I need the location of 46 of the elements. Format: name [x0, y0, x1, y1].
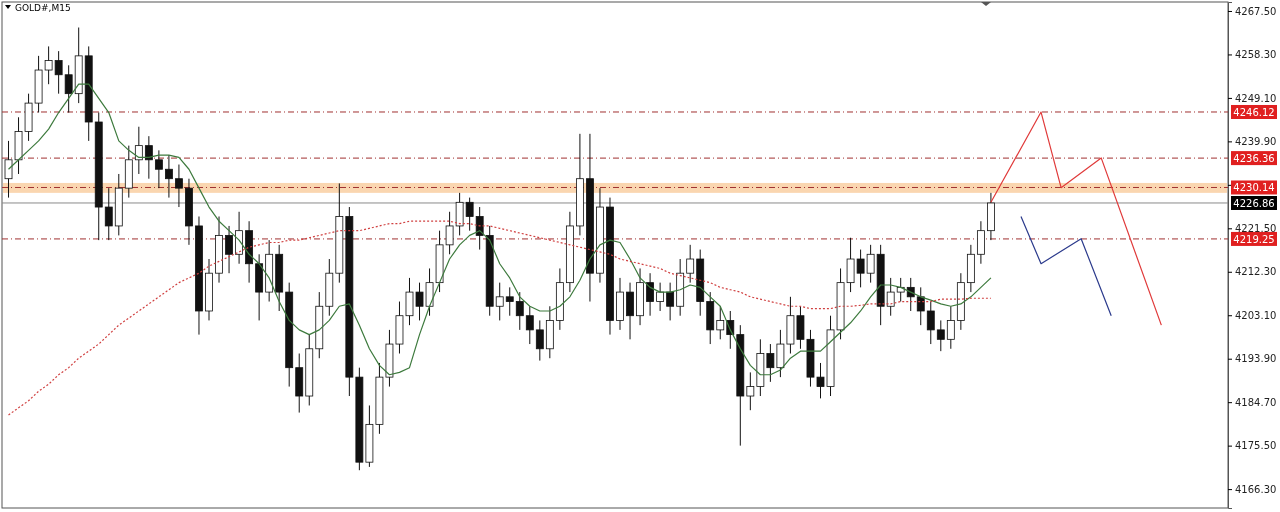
candlestick [976, 220, 985, 265]
candlestick [626, 282, 634, 340]
candlestick [134, 126, 143, 175]
candlestick [886, 277, 895, 317]
candlestick [235, 211, 243, 265]
candlestick [535, 319, 544, 362]
candlestick [475, 206, 484, 251]
candlestick [916, 286, 925, 326]
y-tick-label: 4221.50 [1235, 223, 1277, 235]
y-tick-label: 4258.30 [1235, 49, 1277, 61]
candlestick [716, 305, 725, 340]
y-tick-label: 4193.90 [1235, 353, 1277, 365]
ref-line-label: 4236.36 [1233, 153, 1275, 165]
candlestick [165, 154, 173, 199]
candlestick [495, 282, 504, 321]
candlestick [525, 305, 534, 345]
chart-title: GOLD#,M15 [15, 3, 71, 13]
y-tick-label: 4166.30 [1235, 483, 1277, 495]
y-tick-label: 4239.90 [1235, 136, 1277, 148]
y-tick-label: 4212.30 [1235, 266, 1277, 278]
candlestick [646, 272, 654, 317]
candlestick [946, 305, 955, 350]
candlestick [926, 301, 935, 345]
candlestick [104, 187, 113, 241]
y-tick-label: 4203.10 [1235, 309, 1277, 321]
candlestick [64, 64, 73, 114]
candlestick [515, 291, 524, 331]
y-tick-label: 4267.50 [1235, 5, 1277, 17]
candlestick [656, 282, 665, 312]
candlestick [175, 164, 183, 208]
ref-line-label: 4226.86 [1233, 197, 1275, 209]
candlestick [936, 319, 945, 352]
candlestick [686, 244, 695, 284]
y-tick-label: 4249.10 [1235, 92, 1277, 104]
ref-line-label: 4246.12 [1233, 106, 1275, 118]
ref-line-label: 4219.25 [1233, 233, 1275, 245]
ref-line-label: 4230.14 [1233, 182, 1275, 194]
line-series [1020, 215, 1112, 317]
candlestick [505, 286, 514, 317]
y-tick-label: 4175.50 [1235, 440, 1277, 452]
candlestick [746, 371, 755, 411]
candlestick [666, 282, 675, 321]
candlestick [225, 225, 233, 274]
candlestick [154, 149, 163, 189]
candlestick [144, 135, 153, 180]
y-tick-label: 4184.70 [1235, 396, 1277, 408]
